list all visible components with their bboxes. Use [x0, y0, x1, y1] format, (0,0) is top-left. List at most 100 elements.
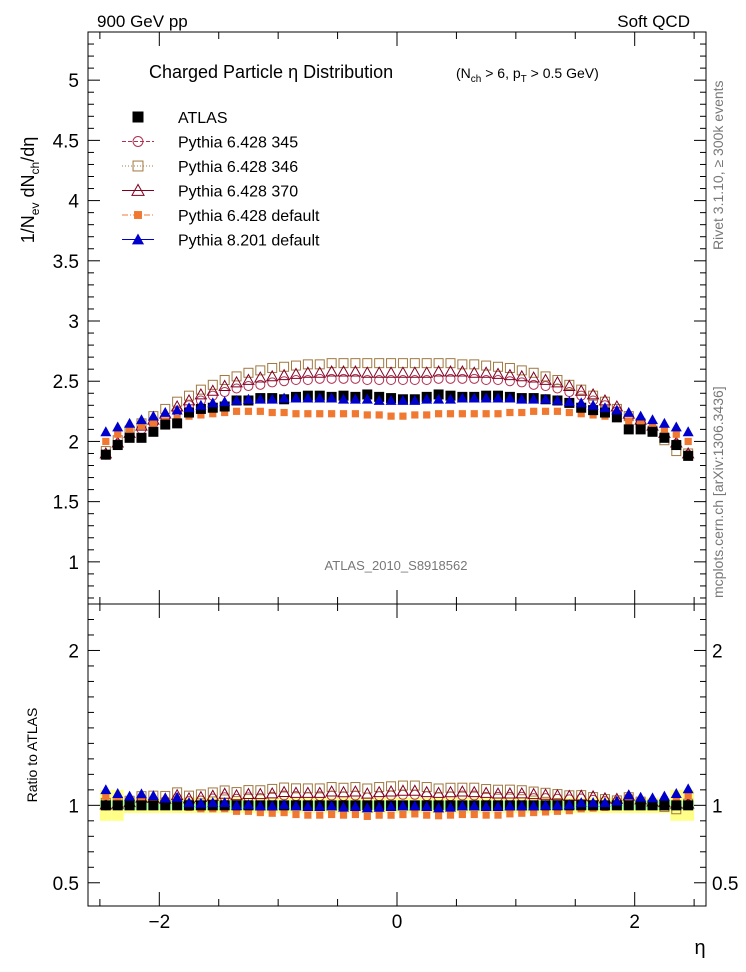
ratio-point — [219, 785, 230, 796]
data-point — [658, 417, 670, 428]
data-point — [100, 426, 112, 437]
ratio-point — [515, 786, 529, 799]
data-point — [243, 381, 254, 392]
data-point — [409, 394, 421, 405]
ratio-point — [339, 811, 348, 819]
data-point — [267, 362, 278, 373]
data-point — [375, 411, 383, 419]
ratio-point — [338, 801, 350, 812]
x-axis-label: η — [694, 937, 705, 959]
ratio-point — [494, 811, 502, 819]
data-point — [279, 361, 290, 372]
data-point — [469, 373, 480, 384]
ratio-point — [351, 810, 360, 819]
ratio-point — [302, 801, 314, 812]
ratio-point — [266, 800, 278, 811]
data-point — [504, 392, 516, 403]
data-point — [280, 408, 288, 417]
ratio-point — [647, 800, 658, 811]
legend-label: Pythia 6.428 370 — [178, 184, 298, 201]
ratio-point — [445, 782, 456, 793]
data-point — [362, 375, 373, 386]
ratio-point — [265, 786, 279, 799]
ratio-y-tick-label-right: 0.5 — [712, 874, 738, 895]
data-point — [256, 407, 264, 415]
data-point — [337, 365, 350, 377]
ratio-point — [518, 809, 526, 817]
data-point — [100, 449, 111, 460]
ratio-point — [434, 812, 443, 820]
data-point — [421, 393, 433, 404]
legend-marker — [132, 160, 144, 172]
data-point — [540, 371, 551, 382]
ratio-point — [553, 807, 562, 815]
ratio-point — [243, 785, 254, 796]
data-point — [184, 407, 195, 418]
data-point — [197, 411, 205, 419]
data-point — [574, 384, 588, 396]
data-point — [372, 366, 386, 378]
data-point — [504, 362, 515, 373]
ratio-point — [219, 797, 231, 808]
ratio-point — [408, 784, 422, 796]
data-point — [301, 366, 315, 378]
data-point — [194, 387, 208, 400]
ratio-point — [102, 792, 110, 800]
data-point — [551, 375, 564, 388]
y-tick-label: 1 — [68, 553, 79, 574]
ratio-point — [635, 791, 647, 802]
data-point — [409, 375, 420, 386]
data-point — [290, 392, 302, 403]
ratio-point — [659, 800, 670, 811]
data-point — [325, 365, 338, 377]
data-point — [124, 432, 135, 443]
data-point — [279, 376, 290, 387]
data-point — [384, 366, 398, 378]
ratio-point — [469, 782, 480, 793]
data-point — [493, 361, 504, 372]
data-point — [539, 373, 552, 385]
data-point — [576, 402, 587, 413]
data-point — [114, 430, 122, 438]
ratio-point — [242, 787, 255, 799]
data-point — [386, 375, 397, 386]
legend-label: Pythia 6.428 default — [178, 208, 320, 225]
ratio-point — [349, 785, 362, 797]
data-point — [314, 373, 325, 384]
data-point — [527, 371, 541, 383]
ratio-point — [458, 810, 466, 819]
data-point — [351, 410, 360, 418]
ratio-point — [683, 800, 694, 811]
ratio-point — [255, 785, 266, 796]
ratio-point — [254, 800, 266, 811]
data-point — [516, 365, 527, 376]
ratio-point — [411, 810, 419, 818]
data-point — [254, 393, 266, 404]
data-point — [479, 366, 493, 378]
ratio-point — [396, 784, 410, 796]
data-point — [562, 379, 576, 391]
ratio-point — [541, 808, 550, 816]
ratio-point — [372, 785, 386, 798]
ratio-point — [491, 787, 505, 799]
data-point — [102, 437, 110, 446]
ratio-point — [387, 811, 395, 819]
data-point — [314, 359, 325, 370]
ratio-point — [421, 801, 433, 812]
data-point — [289, 367, 303, 379]
y-tick-label: 1.5 — [53, 493, 79, 514]
legend-marker — [134, 211, 142, 219]
ratio-point — [160, 800, 171, 811]
ratio-point — [623, 789, 635, 800]
ratio-point — [280, 808, 288, 817]
ratio-point — [444, 801, 456, 812]
data-point — [682, 426, 694, 437]
data-point — [444, 393, 456, 404]
data-point — [647, 426, 658, 437]
data-point — [433, 393, 445, 404]
data-point — [456, 365, 469, 377]
ratio-point — [563, 799, 575, 810]
data-point — [313, 366, 327, 378]
data-point — [339, 410, 348, 418]
data-point — [363, 411, 371, 419]
